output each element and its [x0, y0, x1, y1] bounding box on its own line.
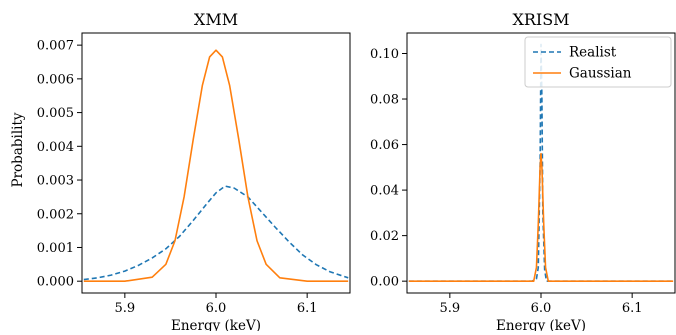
x-tick-label: 5.9 [439, 301, 460, 316]
y-tick-label: 0.004 [37, 140, 74, 155]
y-tick-label: 0.02 [370, 229, 399, 244]
y-tick-label: 0.002 [37, 207, 74, 222]
y-tick-label: 0.06 [370, 138, 399, 153]
legend-label-gaussian: Gaussian [569, 66, 632, 82]
series-line-realist [84, 186, 348, 279]
panel-title-xmm: XMM [194, 10, 238, 29]
y-tick-label: 0.00 [370, 275, 399, 290]
legend-label-realist: Realist [569, 45, 617, 61]
xlabel-xmm: Energy (keV) [171, 318, 261, 331]
y-tick-label: 0.10 [370, 47, 399, 62]
y-tick-label: 0.08 [370, 93, 399, 108]
y-tick-label: 0.000 [37, 275, 74, 290]
panel-xrism: XRISM Energy (keV) 5.9 6.0 6.1 0.00 0.02 0.04… [370, 10, 675, 331]
y-tick-label: 0.006 [37, 72, 74, 87]
x-tick-label: 5.9 [114, 301, 135, 316]
series-line-gaussian [409, 154, 673, 281]
y-tick-label: 0.04 [370, 184, 399, 199]
y-tick-label: 0.005 [37, 106, 74, 121]
x-tick-label: 6.0 [206, 301, 227, 316]
y-tick-label: 0.003 [37, 174, 74, 189]
y-tick-label: 0.001 [37, 241, 74, 256]
legend: Realist Gaussian [525, 37, 671, 87]
figure-ylabel: Probability [10, 112, 26, 187]
panel-title-xrism: XRISM [512, 10, 569, 29]
y-tick-label: 0.007 [37, 39, 74, 54]
plot-frame [82, 33, 350, 293]
x-tick-label: 6.1 [297, 301, 318, 316]
panel-xmm: XMM Energy (keV) 5.9 6.0 6.1 0.000 0.001 0.00… [37, 10, 350, 331]
xlabel-xrism: Energy (keV) [496, 318, 586, 331]
x-tick-label: 6.0 [531, 301, 552, 316]
x-tick-label: 6.1 [622, 301, 643, 316]
series-line-gaussian [84, 50, 348, 281]
